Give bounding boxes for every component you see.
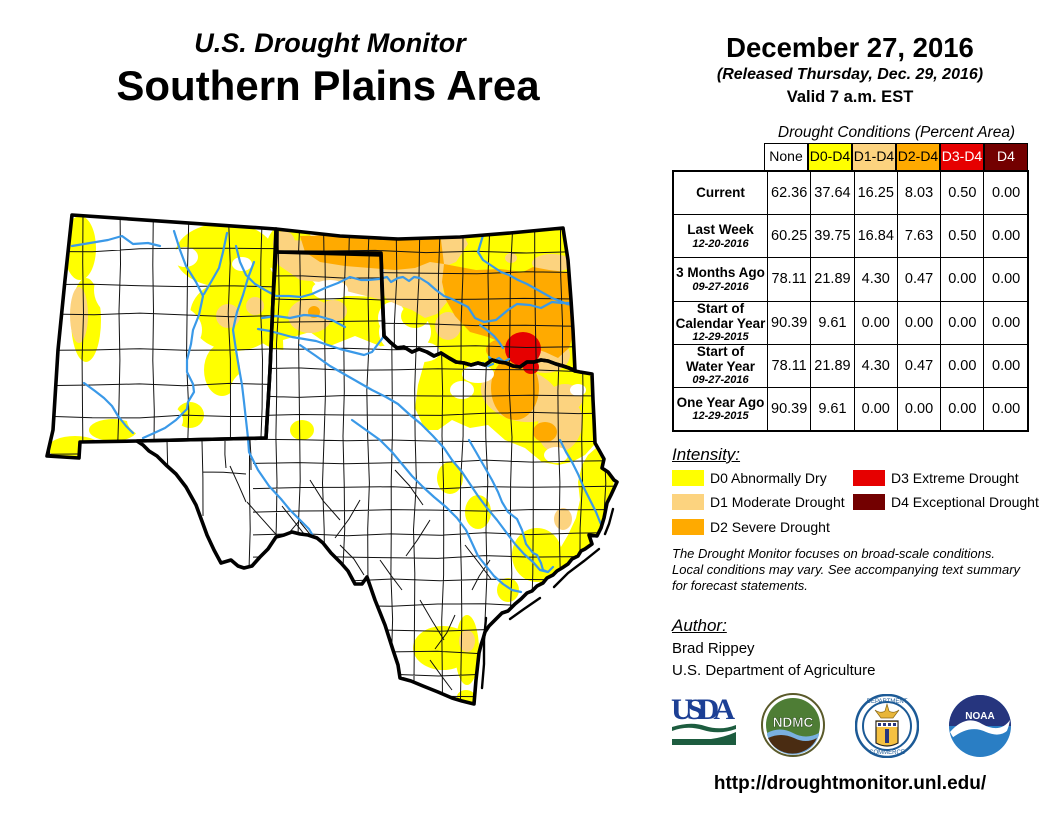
- svg-text:NDMC: NDMC: [773, 715, 814, 730]
- svg-text:COMMERCE: COMMERCE: [869, 750, 905, 756]
- svg-text:USDA: USDA: [671, 695, 735, 726]
- svg-text:DEPARTMENT: DEPARTMENT: [867, 699, 908, 705]
- svg-text:NOAA: NOAA: [965, 711, 994, 722]
